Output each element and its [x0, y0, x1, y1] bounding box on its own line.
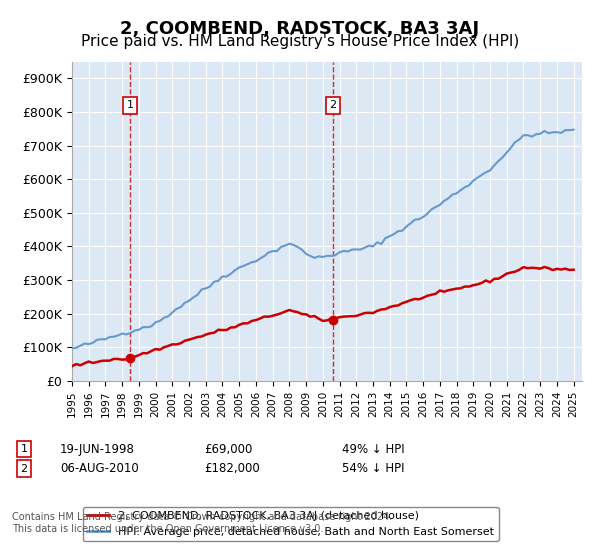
Text: 19-JUN-1998: 19-JUN-1998 — [60, 442, 135, 456]
Text: 2: 2 — [20, 464, 28, 474]
Text: Contains HM Land Registry data © Crown copyright and database right 2024.
This d: Contains HM Land Registry data © Crown c… — [12, 512, 392, 534]
Legend: 2, COOMBEND, RADSTOCK, BA3 3AJ (detached house), HPI: Average price, detached ho: 2, COOMBEND, RADSTOCK, BA3 3AJ (detached… — [83, 507, 499, 541]
Text: 54% ↓ HPI: 54% ↓ HPI — [342, 462, 404, 475]
Text: 2: 2 — [329, 100, 336, 110]
Text: 49% ↓ HPI: 49% ↓ HPI — [342, 442, 404, 456]
Text: 06-AUG-2010: 06-AUG-2010 — [60, 462, 139, 475]
Text: 1: 1 — [20, 444, 28, 454]
Text: £69,000: £69,000 — [204, 442, 253, 456]
Text: 2, COOMBEND, RADSTOCK, BA3 3AJ: 2, COOMBEND, RADSTOCK, BA3 3AJ — [121, 20, 479, 38]
Text: 1: 1 — [127, 100, 134, 110]
Text: £182,000: £182,000 — [204, 462, 260, 475]
Text: Price paid vs. HM Land Registry's House Price Index (HPI): Price paid vs. HM Land Registry's House … — [81, 34, 519, 49]
